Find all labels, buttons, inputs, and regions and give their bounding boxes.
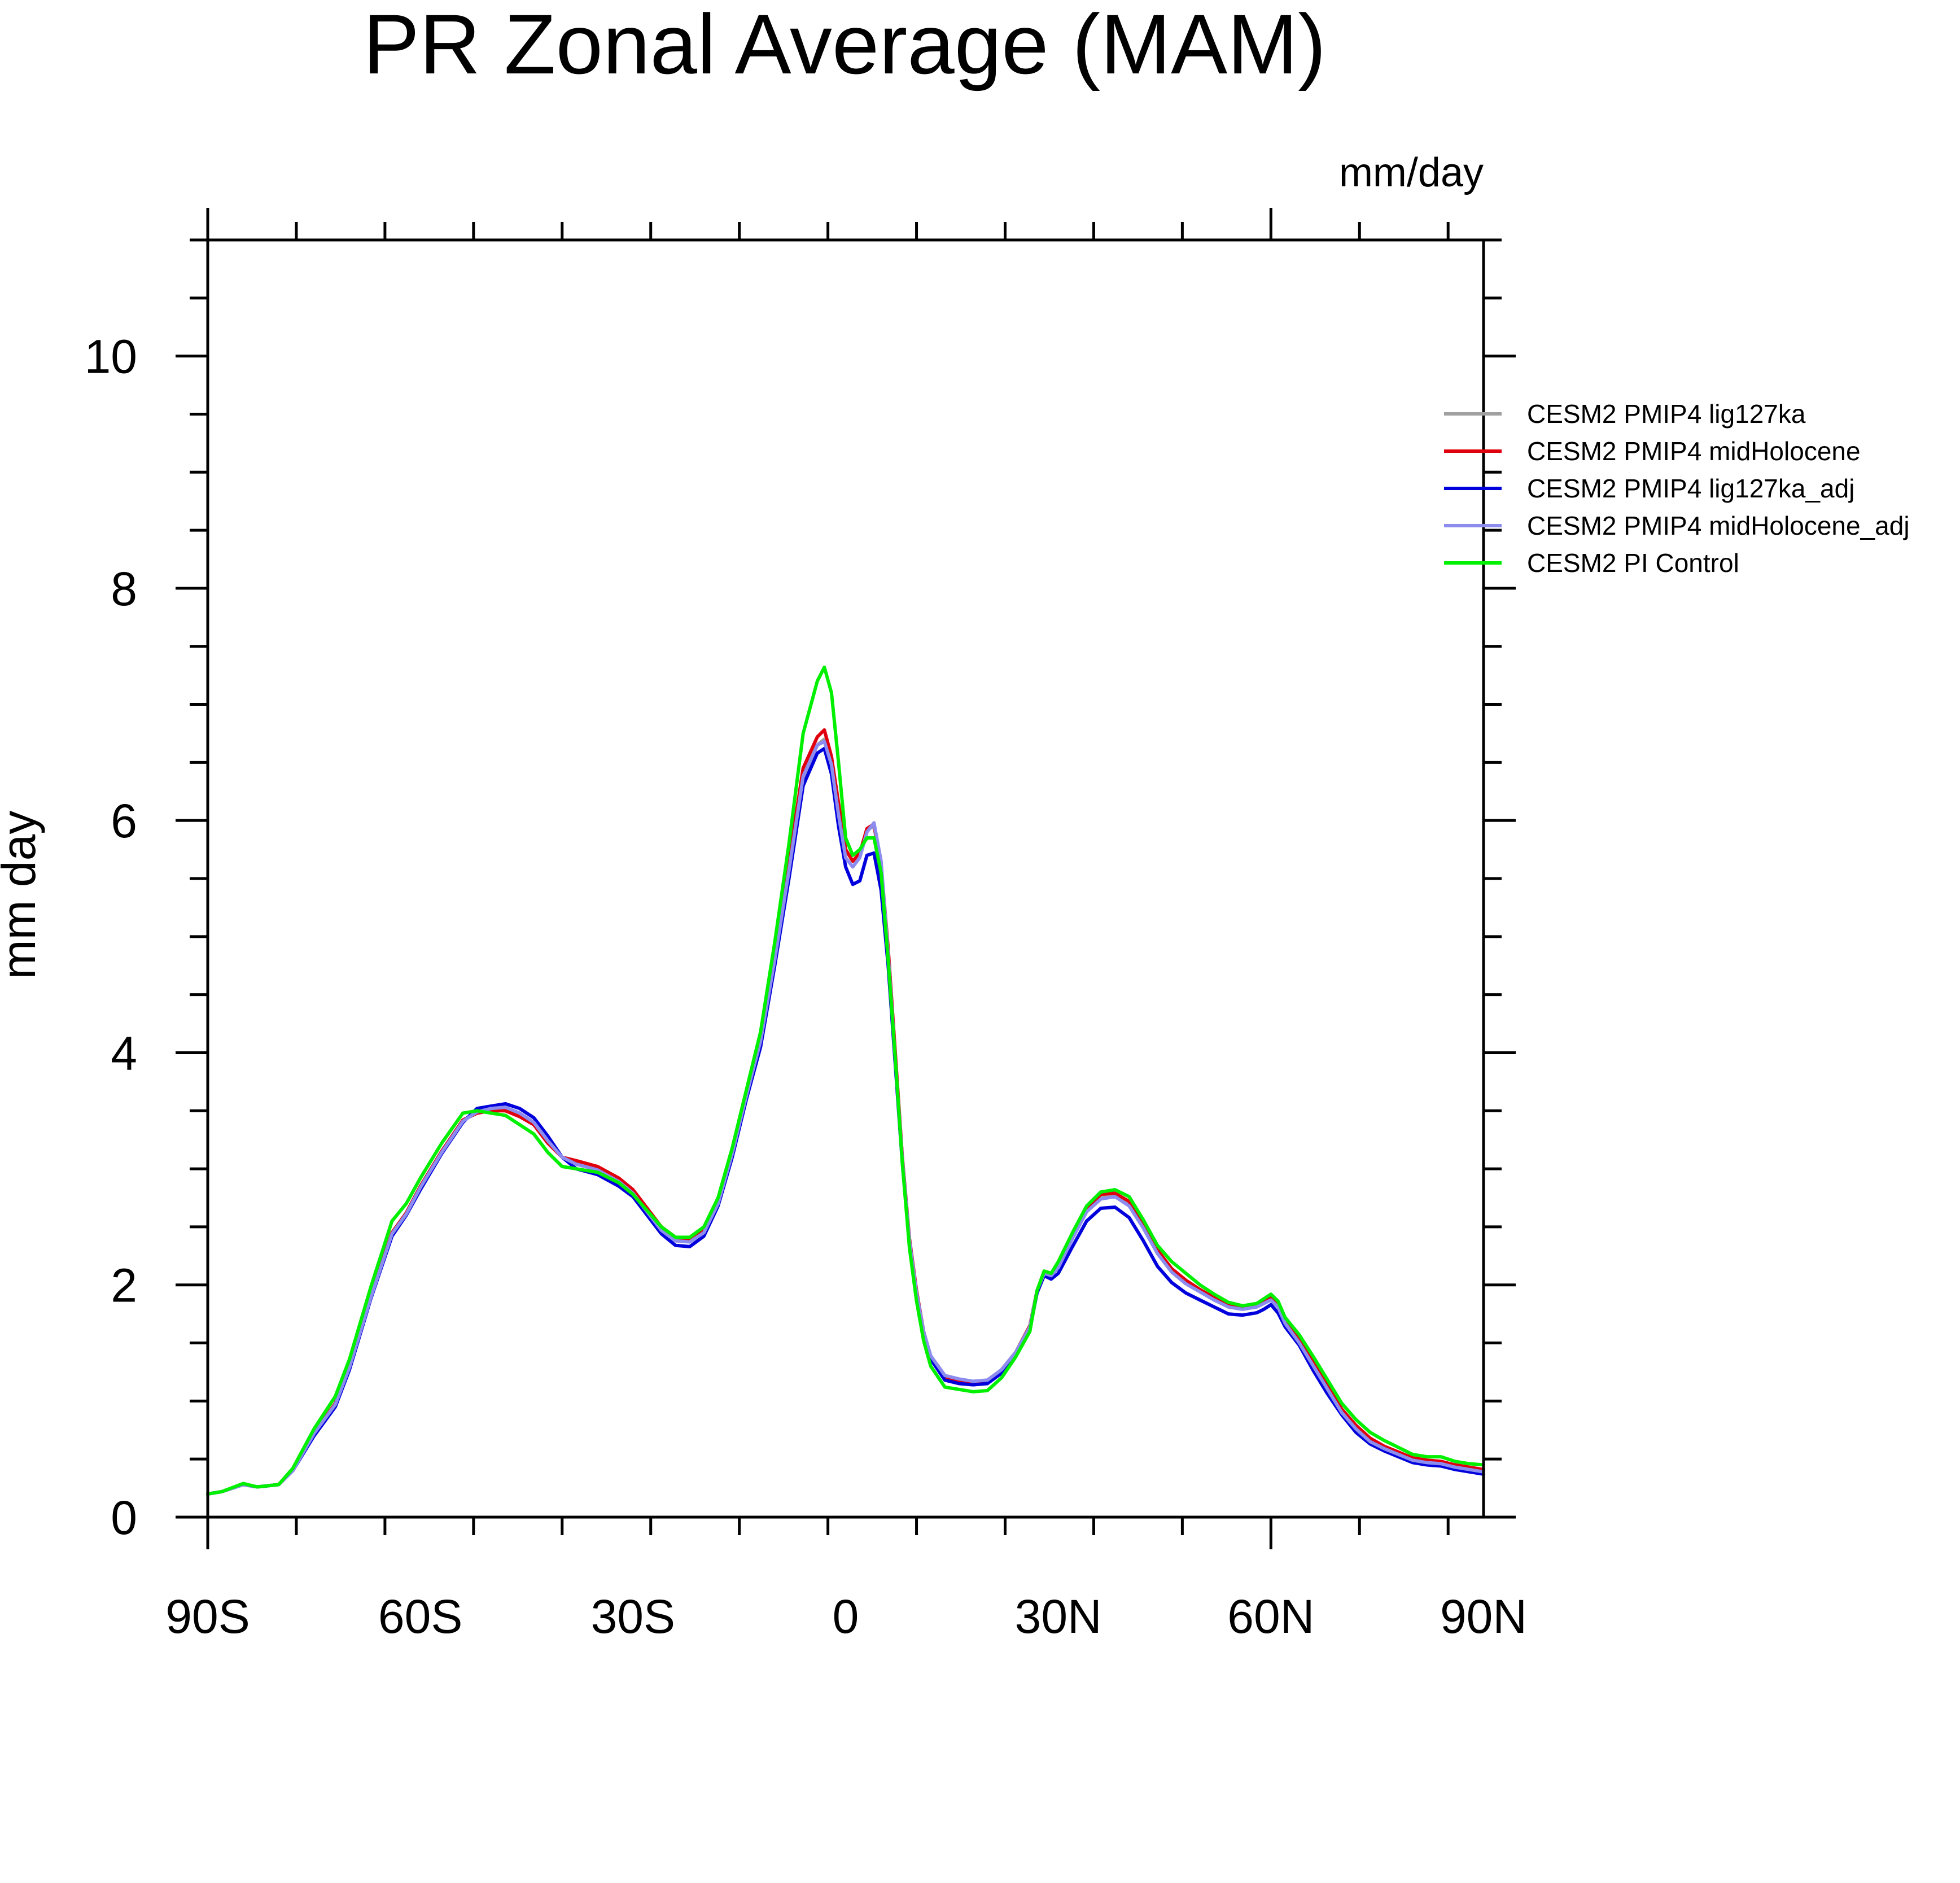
- y-tick-label: 4: [111, 1026, 137, 1080]
- x-tick-label: 60N: [1227, 1590, 1314, 1643]
- series-line-5: [206, 665, 1485, 1496]
- x-tick-label: 0: [833, 1590, 859, 1643]
- y-axis-label: mm day: [0, 811, 45, 980]
- legend-label-2: CESM2 PMIP4 midHolocene: [1527, 436, 1861, 466]
- units-label: mm/day: [1339, 150, 1484, 195]
- axes-layer: 90S 60S 30S 0 30N 60N 90N 0 2 4 6 8 10: [85, 208, 1527, 1643]
- y-tick-label: 10: [85, 330, 137, 383]
- chart-title: PR Zonal Average (MAM): [363, 0, 1326, 91]
- y-tick-label: 2: [111, 1259, 137, 1312]
- series-line-2: [206, 728, 1485, 1496]
- x-tick-label: 30S: [591, 1590, 675, 1643]
- x-tick-label: 90S: [165, 1590, 250, 1643]
- legend-label-4: CESM2 PMIP4 midHolocene_adj: [1527, 511, 1910, 540]
- legend-label-1: CESM2 PMIP4 lig127ka: [1527, 399, 1806, 429]
- legend-label-3: CESM2 PMIP4 lig127ka_adj: [1527, 474, 1854, 503]
- x-tick-label: 60S: [378, 1590, 462, 1643]
- series-line-4: [206, 740, 1485, 1496]
- y-tick-label: 8: [111, 562, 137, 615]
- y-tick-label: 0: [111, 1491, 137, 1544]
- x-tick-label: 90N: [1440, 1590, 1527, 1643]
- series-layer: [206, 665, 1485, 1496]
- y-tick-label: 6: [111, 794, 137, 847]
- legend-label-5: CESM2 PI Control: [1527, 548, 1739, 578]
- legend: CESM2 PMIP4 lig127ka CESM2 PMIP4 midHoloc…: [1444, 399, 1910, 578]
- x-tick-label: 30N: [1015, 1590, 1102, 1643]
